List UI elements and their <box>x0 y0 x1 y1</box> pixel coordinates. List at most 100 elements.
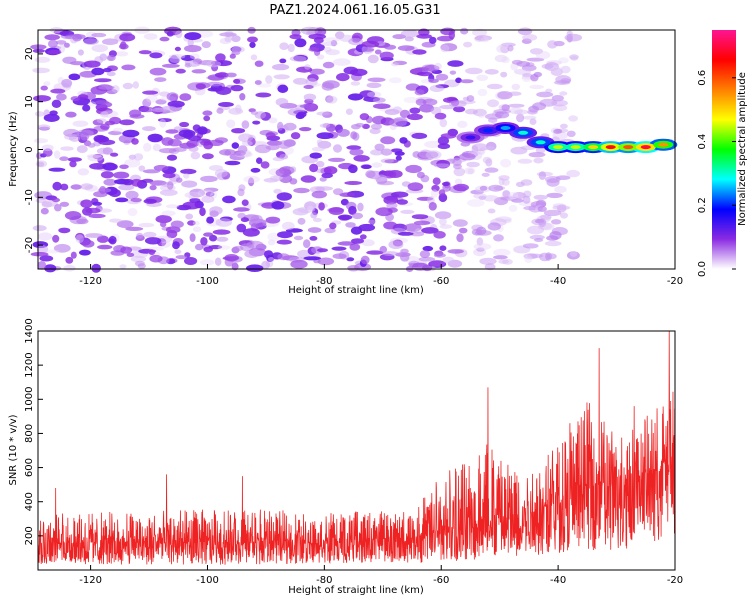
noise-blob <box>202 153 214 160</box>
noise-blob <box>407 182 424 192</box>
noise-blob <box>77 94 89 100</box>
noise-blob <box>487 208 496 214</box>
noise-blob <box>80 183 93 190</box>
noise-blob <box>432 177 441 185</box>
noise-blob <box>72 33 82 42</box>
noise-blob <box>167 100 185 108</box>
noise-blob <box>34 111 45 117</box>
noise-blob <box>508 191 519 200</box>
noise-blob <box>440 44 450 53</box>
noise-blob <box>254 60 264 67</box>
noise-blob <box>424 140 442 148</box>
noise-blob <box>184 191 203 199</box>
noise-blob <box>452 219 468 227</box>
noise-blob <box>522 195 531 204</box>
noise-blob <box>277 231 293 239</box>
noise-blob <box>434 163 450 168</box>
x-tick-label: -60 <box>433 575 449 586</box>
noise-blob <box>265 216 281 224</box>
x-tick-label: -80 <box>316 276 332 287</box>
noise-blob <box>493 234 504 242</box>
noise-blob <box>346 257 355 262</box>
noise-blob <box>388 77 402 84</box>
noise-blob <box>48 167 66 172</box>
noise-blob <box>184 257 198 265</box>
noise-blob <box>355 122 365 127</box>
noise-blob <box>476 247 485 252</box>
noise-blob <box>383 221 398 230</box>
noise-blob <box>328 207 344 215</box>
noise-blob <box>173 126 183 131</box>
noise-blob <box>316 54 325 60</box>
noise-blob <box>152 143 161 152</box>
noise-blob <box>225 72 237 78</box>
noise-blob <box>82 104 91 112</box>
noise-blob <box>130 197 142 203</box>
noise-blob <box>326 95 338 104</box>
noise-blob <box>166 31 174 37</box>
noise-blob <box>474 35 492 41</box>
noise-blob <box>197 189 214 197</box>
noise-blob <box>257 83 272 88</box>
noise-blob <box>413 220 431 226</box>
noise-blob <box>268 257 275 262</box>
noise-blob <box>235 104 242 113</box>
noise-blob <box>113 171 130 179</box>
noise-blob <box>142 126 156 132</box>
noise-blob <box>217 245 231 250</box>
noise-blob <box>273 188 282 194</box>
noise-blob <box>63 264 76 272</box>
noise-blob <box>285 228 303 233</box>
noise-blob <box>434 62 442 70</box>
noise-blob <box>329 222 337 230</box>
noise-blob <box>323 166 338 175</box>
noise-blob <box>39 255 54 262</box>
signal-core <box>465 135 476 140</box>
noise-blob <box>277 121 284 131</box>
noise-blob <box>406 113 423 121</box>
noise-blob <box>149 254 163 263</box>
noise-blob <box>122 129 140 138</box>
noise-blob <box>439 217 447 226</box>
noise-blob <box>428 202 437 211</box>
noise-blob <box>289 34 302 40</box>
noise-blob <box>498 175 510 181</box>
noise-blob <box>538 218 547 228</box>
noise-blob <box>507 103 525 108</box>
noise-blob <box>370 123 382 130</box>
noise-blob <box>457 120 468 128</box>
noise-blob <box>143 231 157 238</box>
noise-blob <box>148 249 156 256</box>
x-tick-label: -100 <box>196 575 219 586</box>
noise-blob <box>36 245 49 254</box>
noise-blob <box>570 56 579 61</box>
noise-blob <box>215 53 226 62</box>
signal-core <box>658 142 669 147</box>
noise-blob <box>206 81 224 87</box>
noise-blob <box>476 74 489 82</box>
noise-blob <box>185 213 194 220</box>
noise-blob <box>255 92 272 98</box>
noise-blob <box>476 109 486 118</box>
noise-blob <box>484 167 499 173</box>
colorbar: 0.0 0.2 0.4 0.6 Normalized spectral amplitu… <box>697 30 748 277</box>
noise-blob <box>208 165 224 171</box>
noise-blob <box>403 96 419 104</box>
noise-blob <box>568 115 578 122</box>
noise-blob <box>47 49 62 55</box>
noise-blob <box>88 101 97 107</box>
noise-blob <box>547 40 558 49</box>
y-tick-label: 200 <box>24 526 35 545</box>
noise-blob <box>347 265 360 272</box>
noise-blob <box>205 191 215 197</box>
noise-blob <box>433 231 446 239</box>
noise-blob <box>37 232 53 241</box>
noise-blob <box>361 164 372 169</box>
noise-blob <box>197 126 208 135</box>
noise-blob <box>269 175 283 182</box>
noise-blob <box>121 64 136 71</box>
noise-blob <box>439 118 448 128</box>
noise-blob <box>309 68 325 75</box>
noise-blob <box>344 181 363 185</box>
noise-blob <box>325 95 334 103</box>
